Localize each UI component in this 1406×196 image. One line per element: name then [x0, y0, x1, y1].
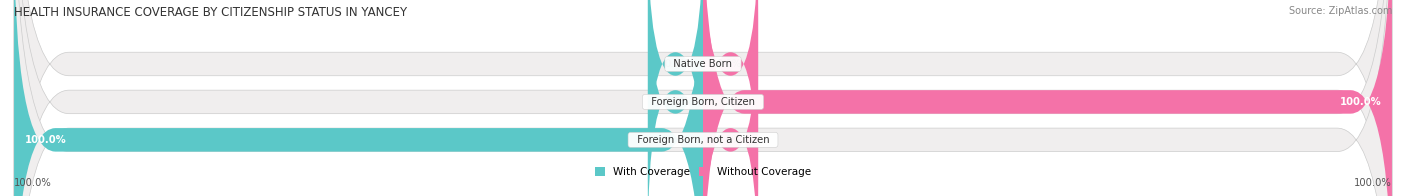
FancyBboxPatch shape	[648, 0, 703, 196]
Text: 100.0%: 100.0%	[1340, 97, 1382, 107]
Text: Native Born: Native Born	[668, 59, 738, 69]
Text: Source: ZipAtlas.com: Source: ZipAtlas.com	[1288, 6, 1392, 16]
Legend: With Coverage, Without Coverage: With Coverage, Without Coverage	[591, 163, 815, 181]
Text: HEALTH INSURANCE COVERAGE BY CITIZENSHIP STATUS IN YANCEY: HEALTH INSURANCE COVERAGE BY CITIZENSHIP…	[14, 6, 408, 19]
FancyBboxPatch shape	[14, 0, 1392, 196]
FancyBboxPatch shape	[703, 0, 758, 196]
Text: 0.0%: 0.0%	[664, 97, 689, 107]
FancyBboxPatch shape	[14, 0, 1392, 196]
FancyBboxPatch shape	[14, 0, 703, 196]
Text: 100.0%: 100.0%	[1354, 178, 1392, 188]
Text: 0.0%: 0.0%	[717, 59, 742, 69]
Text: 100.0%: 100.0%	[14, 178, 52, 188]
Text: 0.0%: 0.0%	[664, 59, 689, 69]
Text: 100.0%: 100.0%	[24, 135, 66, 145]
Text: Foreign Born, Citizen: Foreign Born, Citizen	[645, 97, 761, 107]
FancyBboxPatch shape	[703, 0, 758, 196]
FancyBboxPatch shape	[14, 0, 1392, 196]
FancyBboxPatch shape	[703, 0, 1392, 196]
FancyBboxPatch shape	[648, 0, 703, 196]
Text: 0.0%: 0.0%	[717, 135, 742, 145]
Text: Foreign Born, not a Citizen: Foreign Born, not a Citizen	[630, 135, 776, 145]
